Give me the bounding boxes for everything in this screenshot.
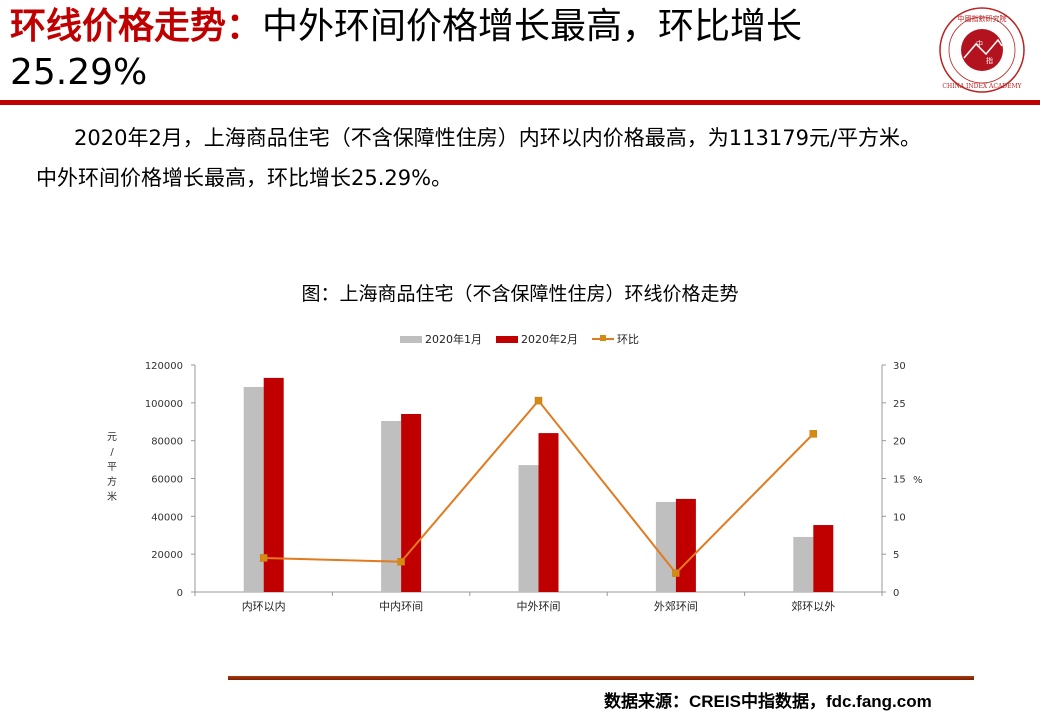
- left-tick-label: 20000: [151, 550, 183, 561]
- bar-jan: [518, 465, 539, 592]
- chart-title: 图：上海商品住宅（不含保障性住房）环线价格走势: [301, 283, 739, 305]
- left-axis-label: 元: [107, 432, 117, 443]
- svg-text:CHINA INDEX ACADEMY: CHINA INDEX ACADEMY: [942, 83, 1022, 90]
- legend-item-feb: 2020年2月: [496, 331, 578, 347]
- china-index-academy-seal-icon: 中 指 中國指數研究院 CHINA INDEX ACADEMY: [939, 7, 1025, 93]
- right-tick-label: 5: [893, 550, 899, 561]
- mom-marker: [534, 396, 543, 405]
- chart-legend: 2020年1月 2020年2月 环比: [400, 331, 639, 347]
- summary-line-1: 2020年2月，上海商品住宅（不含保障性住房）内环以内价格最高，为113179元…: [74, 126, 922, 150]
- right-tick-label: 0: [893, 588, 899, 599]
- legend-item-mom: 环比: [592, 331, 639, 347]
- page-title: 环线价格走势：中外环间价格增长最高，环比增长25.29%: [10, 4, 910, 96]
- legend-item-jan: 2020年1月: [400, 331, 482, 347]
- svg-text:中國指數研究院: 中國指數研究院: [958, 14, 1007, 23]
- bar-jan: [243, 386, 264, 592]
- mom-marker: [397, 557, 405, 566]
- footer-divider: [228, 676, 974, 680]
- svg-text:中: 中: [976, 39, 983, 48]
- title-rest: 中外环间价格增长最高，环比增长25.29%: [10, 6, 803, 93]
- bar-jan: [793, 536, 814, 592]
- right-tick-label: 25: [893, 399, 906, 410]
- svg-text:指: 指: [986, 56, 993, 65]
- left-tick-label: 120000: [145, 361, 183, 372]
- left-tick-label: 0: [177, 588, 183, 599]
- bar-feb: [675, 498, 696, 592]
- title-divider: [0, 100, 1040, 105]
- bar-feb: [538, 433, 559, 592]
- mom-marker: [809, 430, 818, 438]
- x-category-label: 中内环间: [379, 599, 423, 613]
- bar-feb: [401, 413, 422, 592]
- legend-swatch-feb: [496, 335, 518, 343]
- data-source: 数据来源：CREIS中指数据，fdc.fang.com: [604, 692, 932, 711]
- right-tick-label: 15: [893, 475, 906, 486]
- left-tick-label: 40000: [151, 512, 183, 523]
- x-category-label: 中外环间: [517, 600, 561, 613]
- left-axis-label: 平: [107, 462, 117, 473]
- bar-jan: [381, 420, 402, 592]
- right-axis-label: %: [913, 475, 923, 486]
- legend-swatch-mom: [592, 335, 614, 341]
- left-tick-label: 80000: [151, 437, 183, 448]
- x-category-label: 内环以内: [242, 599, 286, 613]
- left-tick-label: 100000: [145, 399, 183, 410]
- x-category-label: 郊环以外: [791, 600, 835, 613]
- bar-feb: [813, 525, 834, 592]
- right-tick-label: 20: [893, 437, 906, 448]
- left-axis-label: 方: [107, 475, 117, 488]
- mom-marker: [672, 569, 680, 577]
- title-prefix: 环线价格走势：: [10, 6, 263, 47]
- x-category-label: 外郊环间: [654, 600, 698, 613]
- bar-jan: [655, 501, 676, 592]
- legend-swatch-jan: [400, 335, 422, 343]
- summary-line-2: 中外环间价格增长最高，环比增长25.29%。: [36, 166, 453, 190]
- summary-text: 2020年2月，上海商品住宅（不含保障性住房）内环以内价格最高，为113179元…: [36, 118, 1026, 198]
- right-tick-label: 30: [893, 361, 906, 372]
- bar-feb: [263, 377, 284, 592]
- left-axis-label: /: [110, 447, 114, 458]
- left-axis-label: 米: [107, 490, 117, 503]
- left-tick-label: 60000: [151, 475, 183, 486]
- right-tick-label: 10: [893, 512, 906, 523]
- mom-marker: [259, 554, 268, 562]
